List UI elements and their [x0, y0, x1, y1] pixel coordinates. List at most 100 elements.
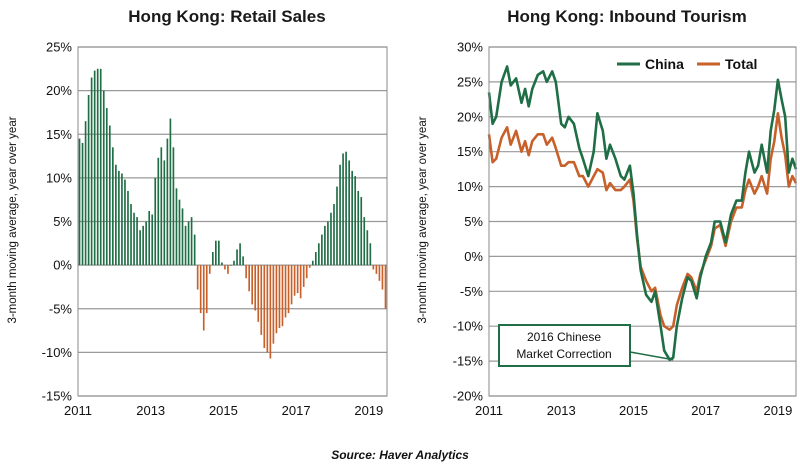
- retail-bar: [375, 265, 378, 274]
- retail-bar: [378, 265, 381, 281]
- retail-bar: [78, 138, 81, 266]
- retail-bar: [199, 265, 202, 314]
- retail-y-tick-label: 10%: [46, 170, 72, 185]
- retail-bar: [99, 68, 102, 266]
- retail-bar: [184, 225, 187, 266]
- retail-bar: [148, 211, 151, 266]
- retail-bar: [354, 176, 357, 266]
- tourism-y-tick-label: 10%: [457, 179, 483, 194]
- retail-bar: [115, 164, 117, 266]
- retail-bar: [327, 221, 329, 266]
- retail-bar: [218, 240, 220, 266]
- retail-bar: [339, 164, 341, 266]
- retail-bar: [293, 265, 296, 296]
- retail-bar: [372, 265, 375, 270]
- legend-china-label: China: [645, 56, 684, 72]
- retail-x-tick-label: 2015: [209, 403, 238, 418]
- retail-bar: [172, 147, 175, 266]
- retail-bar: [308, 265, 311, 268]
- retail-sales-chart: Hong Kong: Retail Sales 3-month moving a…: [7, 7, 388, 418]
- retail-bar: [221, 262, 223, 266]
- retail-bar: [215, 240, 217, 266]
- retail-bar: [178, 199, 181, 266]
- retail-bar: [242, 256, 244, 266]
- retail-bar: [175, 188, 178, 266]
- tourism-y-tick-label: -15%: [453, 354, 484, 369]
- retail-bar: [381, 265, 384, 290]
- retail-bar: [105, 108, 108, 266]
- annotation-text-line2: Market Correction: [516, 347, 611, 361]
- legend-total-label: Total: [725, 56, 757, 72]
- total-series-line: [487, 112, 798, 332]
- retail-chart-title: Hong Kong: Retail Sales: [128, 7, 325, 26]
- retail-y-tick-label: 25%: [46, 40, 72, 55]
- retail-bar: [345, 151, 347, 266]
- retail-bar: [287, 265, 290, 314]
- tourism-y-tick-label: 0%: [464, 249, 483, 264]
- retail-bar: [87, 94, 90, 266]
- retail-bar: [160, 147, 163, 266]
- tourism-x-tick-label: 2011: [475, 403, 503, 418]
- retail-bar: [302, 265, 305, 287]
- tourism-x-tick-label: 2013: [547, 403, 576, 418]
- tourism-y-tick-label: 30%: [457, 40, 483, 55]
- tourism-y-tick-label: 25%: [457, 74, 483, 89]
- tourism-x-tick-label: 2017: [691, 403, 720, 418]
- retail-bar: [208, 265, 211, 274]
- retail-bar: [190, 217, 193, 266]
- retail-bar: [384, 265, 387, 309]
- retail-bar: [245, 265, 247, 279]
- retail-bar: [118, 170, 120, 266]
- retail-bar: [363, 217, 366, 266]
- retail-bar: [142, 225, 144, 266]
- tourism-y-axis-label: 3-month moving average, year over year: [417, 116, 429, 323]
- retail-bar: [239, 243, 241, 266]
- tourism-x-tick-label: 2019: [763, 403, 792, 418]
- retail-bar: [205, 265, 208, 314]
- retail-bar: [136, 217, 138, 266]
- retail-bar: [257, 265, 260, 322]
- retail-bar: [124, 179, 126, 266]
- retail-x-tick-label: 2017: [282, 403, 311, 418]
- retail-bar: [227, 265, 229, 274]
- retail-bar: [181, 208, 184, 266]
- retail-x-tick-label: 2019: [354, 403, 383, 418]
- retail-bar: [336, 186, 338, 266]
- retail-y-tick-label: -5%: [49, 301, 73, 316]
- retail-bar: [260, 265, 263, 335]
- retail-bar: [90, 77, 93, 266]
- retail-bar: [84, 121, 87, 266]
- annotation-text-line1: 2016 Chinese: [527, 330, 601, 344]
- retail-y-ticks: 25% 20% 15% 10% 5% 0% -5% -10% -15%: [42, 40, 73, 404]
- tourism-y-tick-label: -10%: [453, 319, 484, 334]
- correction-annotation: 2016 Chinese Market Correction: [498, 324, 674, 367]
- retail-x-tick-label: 2011: [64, 403, 92, 418]
- retail-bar: [157, 157, 160, 266]
- tourism-legend: China Total: [617, 56, 757, 72]
- retail-y-tick-label: -15%: [42, 389, 73, 404]
- retail-bar: [360, 197, 363, 266]
- retail-bar: [254, 265, 257, 311]
- retail-bar: [351, 170, 353, 266]
- retail-bar: [230, 265, 232, 266]
- retail-bar: [139, 230, 141, 266]
- retail-bar: [305, 265, 308, 279]
- china-series-line: [487, 65, 798, 362]
- tourism-y-tick-label: -20%: [453, 389, 484, 404]
- retail-bar: [251, 265, 254, 305]
- retail-bar: [133, 212, 135, 266]
- retail-x-tick-label: 2013: [136, 403, 165, 418]
- retail-plot-frame: [77, 46, 388, 397]
- retail-y-axis-label: 3-month moving average, year over year: [7, 116, 19, 323]
- tourism-y-tick-label: 20%: [457, 109, 483, 124]
- retail-bar: [269, 265, 272, 359]
- retail-bars: [78, 68, 387, 359]
- retail-bar: [224, 265, 226, 270]
- retail-bar: [93, 70, 96, 266]
- retail-bar: [275, 265, 278, 334]
- annotation-box: [498, 324, 631, 367]
- retail-y-tick-label: 20%: [46, 83, 72, 98]
- retail-bar: [166, 138, 169, 266]
- retail-bar: [284, 265, 287, 318]
